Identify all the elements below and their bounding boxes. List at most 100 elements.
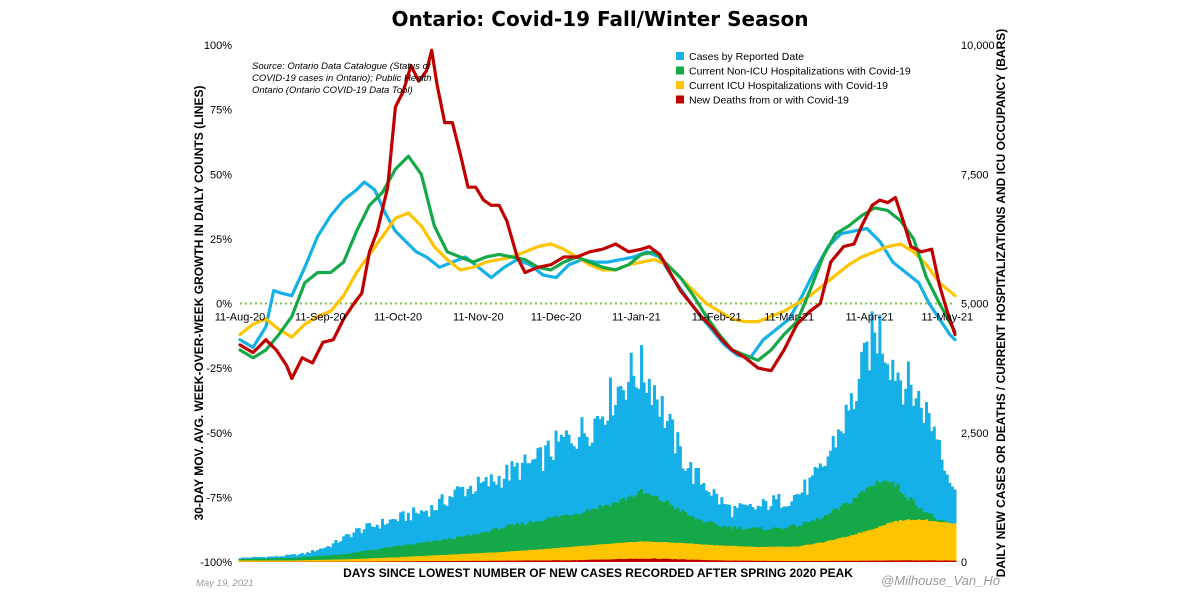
bar-icu [632,542,636,562]
bar-icu [751,546,755,562]
bar-cases [880,353,884,562]
bar-deaths [893,560,897,562]
bar-deaths [489,560,493,562]
bar-hosp [577,514,581,562]
bar-cases [482,481,486,562]
bar-hosp [494,527,498,562]
bar-icu [575,546,579,562]
bar-icu [914,520,918,562]
bar-cases [590,442,594,562]
bar-icu [634,542,638,562]
bar-cases [539,447,543,562]
bar-icu [399,557,403,562]
bar-hosp [417,542,421,562]
bar-hosp [673,509,677,562]
bar-cases [826,456,830,562]
bar-icu [919,520,923,562]
bar-deaths [554,560,558,562]
bar-hosp [738,526,742,562]
bar-cases [598,419,602,562]
bar-hosp [476,534,480,562]
bar-icu [339,559,343,562]
bar-cases [601,416,605,562]
bar-cases [629,352,633,562]
bar-icu [899,520,903,562]
legend-label-cases: Cases by Reported Date [689,51,804,63]
bar-icu [782,546,786,562]
bar-cases [541,470,545,562]
bar-hosp [857,493,861,562]
bar-deaths [518,560,522,562]
bar-deaths [541,560,545,562]
bar-deaths [741,560,745,562]
bar-hosp [862,491,866,562]
bar-icu [621,542,625,562]
bar-cases [544,445,548,562]
bar-icu [562,547,566,562]
bar-icu [254,560,258,562]
bar-hosp [816,518,820,562]
bar-hosp [362,550,366,562]
bar-icu [860,532,864,562]
bar-hosp [811,520,815,562]
bar-hosp [709,521,713,562]
bar-icu [375,558,379,562]
bar-deaths [805,561,809,562]
bar-deaths [572,560,576,562]
bar-hosp [769,529,773,562]
bar-hosp [785,528,789,562]
bar-cases [427,516,431,562]
bar-deaths [844,560,848,562]
bar-cases [502,478,506,562]
bar-hosp [608,506,612,562]
bar-hosp [523,525,527,562]
y-left-tick-label: 25% [210,234,232,246]
bar-cases [660,396,664,562]
bar-cases [606,420,610,562]
bar-cases [896,372,900,562]
bar-hosp [365,550,369,562]
bar-hosp [311,556,315,562]
y-left-tick-label: 100% [204,40,232,52]
bar-cases [642,382,646,562]
bar-cases [513,466,517,562]
bar-deaths [494,560,498,562]
bar-deaths [935,560,939,562]
bar-icu [855,534,859,562]
bar-hosp [686,515,690,562]
bar-cases [665,420,669,562]
bar-icu [466,553,470,562]
bar-deaths [681,559,685,562]
bar-hosp [790,524,794,562]
bar-hosp [551,517,555,562]
bar-cases [673,453,677,562]
bar-icu [500,552,504,562]
bar-icu [536,549,540,562]
bar-icu [728,545,732,562]
bar-cases [912,405,916,562]
bar-icu [290,560,294,562]
bar-deaths [917,560,921,562]
bar-icu [671,542,675,562]
bar-deaths [596,559,599,562]
bar-hosp [380,548,384,562]
bar-icu [427,555,431,562]
bar-cases [689,462,693,562]
bar-icu [735,546,739,562]
bar-hosp [256,558,260,562]
bar-icu [251,560,255,562]
bar-deaths [632,558,636,562]
bar-hosp [559,515,563,562]
bar-deaths [461,560,465,562]
bar-hosp [878,483,882,562]
bar-deaths [637,558,641,562]
bar-icu [624,542,628,562]
bar-deaths [899,560,903,562]
bar-deaths [453,560,457,562]
line-icu [238,211,957,339]
bar-deaths [658,559,662,562]
bar-icu [652,541,656,562]
bar-hosp [844,502,848,562]
bar-deaths [829,560,833,562]
bar-cases [520,462,524,562]
